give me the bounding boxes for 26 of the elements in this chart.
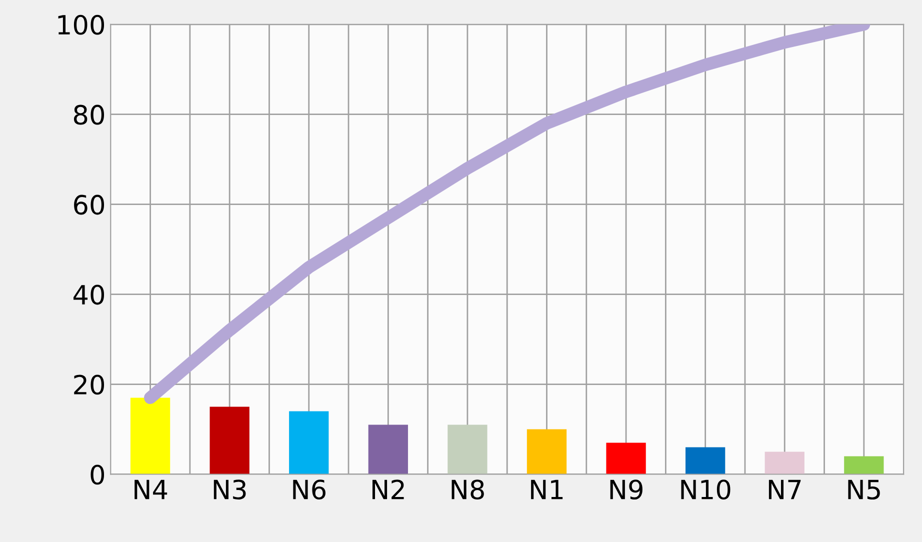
bar: [210, 406, 250, 474]
bar: [844, 456, 884, 474]
bar: [686, 447, 726, 474]
y-tick-label: 60: [74, 194, 104, 215]
x-tick-label: N7: [768, 480, 801, 500]
y-tick-label: 20: [74, 374, 104, 395]
x-tick-label: N9: [610, 480, 642, 500]
y-tick-label: 40: [73, 284, 104, 305]
y-tick-label: 0: [90, 464, 104, 485]
y-tick-label: 100: [58, 14, 104, 35]
bar: [606, 442, 646, 474]
y-tick-label: 80: [74, 104, 104, 125]
x-tick-label: N5: [848, 480, 880, 500]
bar: [130, 398, 170, 474]
bar: [764, 452, 804, 474]
x-tick-label: N8: [452, 480, 484, 500]
x-tick-label: N6: [293, 480, 326, 500]
bar: [448, 424, 488, 474]
x-tick-label: N1: [531, 480, 563, 500]
bar: [368, 424, 408, 474]
x-tick-label: N10: [681, 480, 730, 500]
x-tick-label: N2: [372, 480, 404, 500]
bar: [289, 411, 329, 474]
x-tick-label: N3: [214, 480, 246, 500]
x-tick-label: N4: [134, 480, 168, 500]
bar: [526, 429, 567, 474]
